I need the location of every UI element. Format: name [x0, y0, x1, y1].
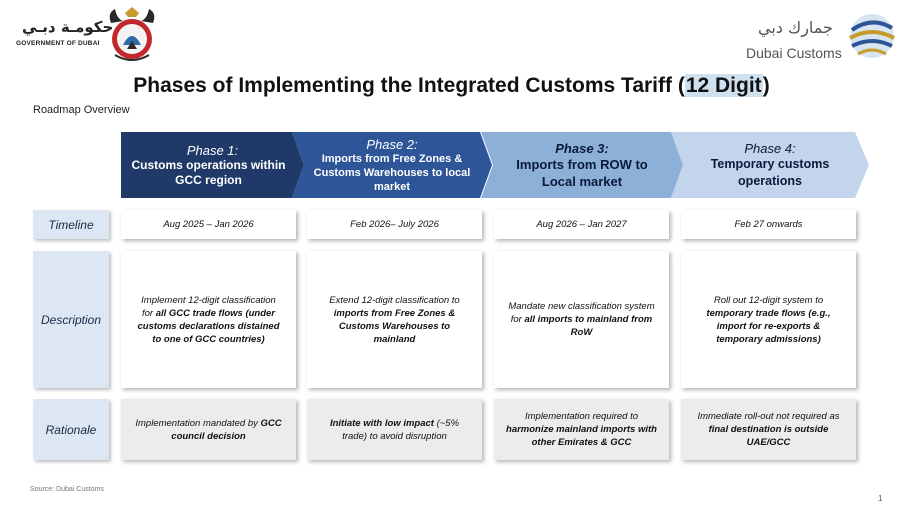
description-phase-4: Roll out 12-digit system to temporary tr… [681, 251, 856, 388]
title-highlight: 12 Digit [684, 74, 763, 97]
phase-3-chevron: Phase 3: Imports from ROW to Local marke… [481, 132, 683, 198]
description-phase-1: Implement 12-digit classification for al… [121, 251, 296, 388]
row-label-description: Description [33, 251, 109, 388]
row-label-rationale: Rationale [33, 399, 109, 460]
section-subtitle: Roadmap Overview [33, 104, 130, 116]
dubai-customs-label: Dubai Customs [746, 45, 842, 61]
description-phase-3: Mandate new classification system for al… [494, 251, 669, 388]
phase-4-desc: Temporary customs operations [710, 156, 830, 188]
phase-3-desc: Imports from ROW to Local market [516, 156, 648, 189]
timeline-phase-4: Feb 27 onwards [681, 210, 856, 239]
description-phase-2: Extend 12-digit classification to import… [307, 251, 482, 388]
dubai-customs-globe-icon [849, 14, 895, 58]
rationale-phase-2: Initiate with low impact (~5% trade) to … [307, 399, 482, 460]
rationale-phase-3: Implementation required to harmonize mai… [494, 399, 669, 460]
phase-1-chevron: Phase 1: Customs operations within GCC r… [121, 132, 304, 198]
government-of-dubai-label: GOVERNMENT OF DUBAI [16, 40, 100, 47]
rationale-phase-4: Immediate roll-out not required as final… [681, 399, 856, 460]
government-of-dubai-arabic: حكومـة دبـي [22, 18, 114, 36]
phase-4-label: Phase 4: [744, 140, 796, 156]
timeline-phase-3: Aug 2026 – Jan 2027 [494, 210, 669, 239]
rationale-phase-1: Implementation mandated by GCC council d… [121, 399, 296, 460]
timeline-phase-2: Feb 2026– July 2026 [307, 210, 482, 239]
phase-2-desc: Imports from Free Zones & Customs Wareho… [313, 152, 471, 193]
timeline-phase-1: Aug 2025 – Jan 2026 [121, 210, 296, 239]
phase-2-label: Phase 2: [366, 136, 418, 152]
page-title: Phases of Implementing the Integrated Cu… [133, 74, 770, 97]
phase-1-label: Phase 1: [186, 142, 239, 158]
dubai-customs-arabic: جمارك دبي [758, 18, 833, 37]
phase-3-label: Phase 3: [555, 140, 609, 156]
phase-4-chevron: Phase 4: Temporary customs operations [671, 132, 869, 198]
page-number: 1 [878, 494, 883, 503]
source-note: Source: Dubai Customs [30, 486, 104, 493]
row-label-timeline: Timeline [33, 210, 109, 239]
phase-2-chevron: Phase 2: Imports from Free Zones & Custo… [292, 132, 492, 198]
dubai-crest-icon [109, 7, 155, 61]
phase-1-desc: Customs operations within GCC region [131, 157, 286, 187]
